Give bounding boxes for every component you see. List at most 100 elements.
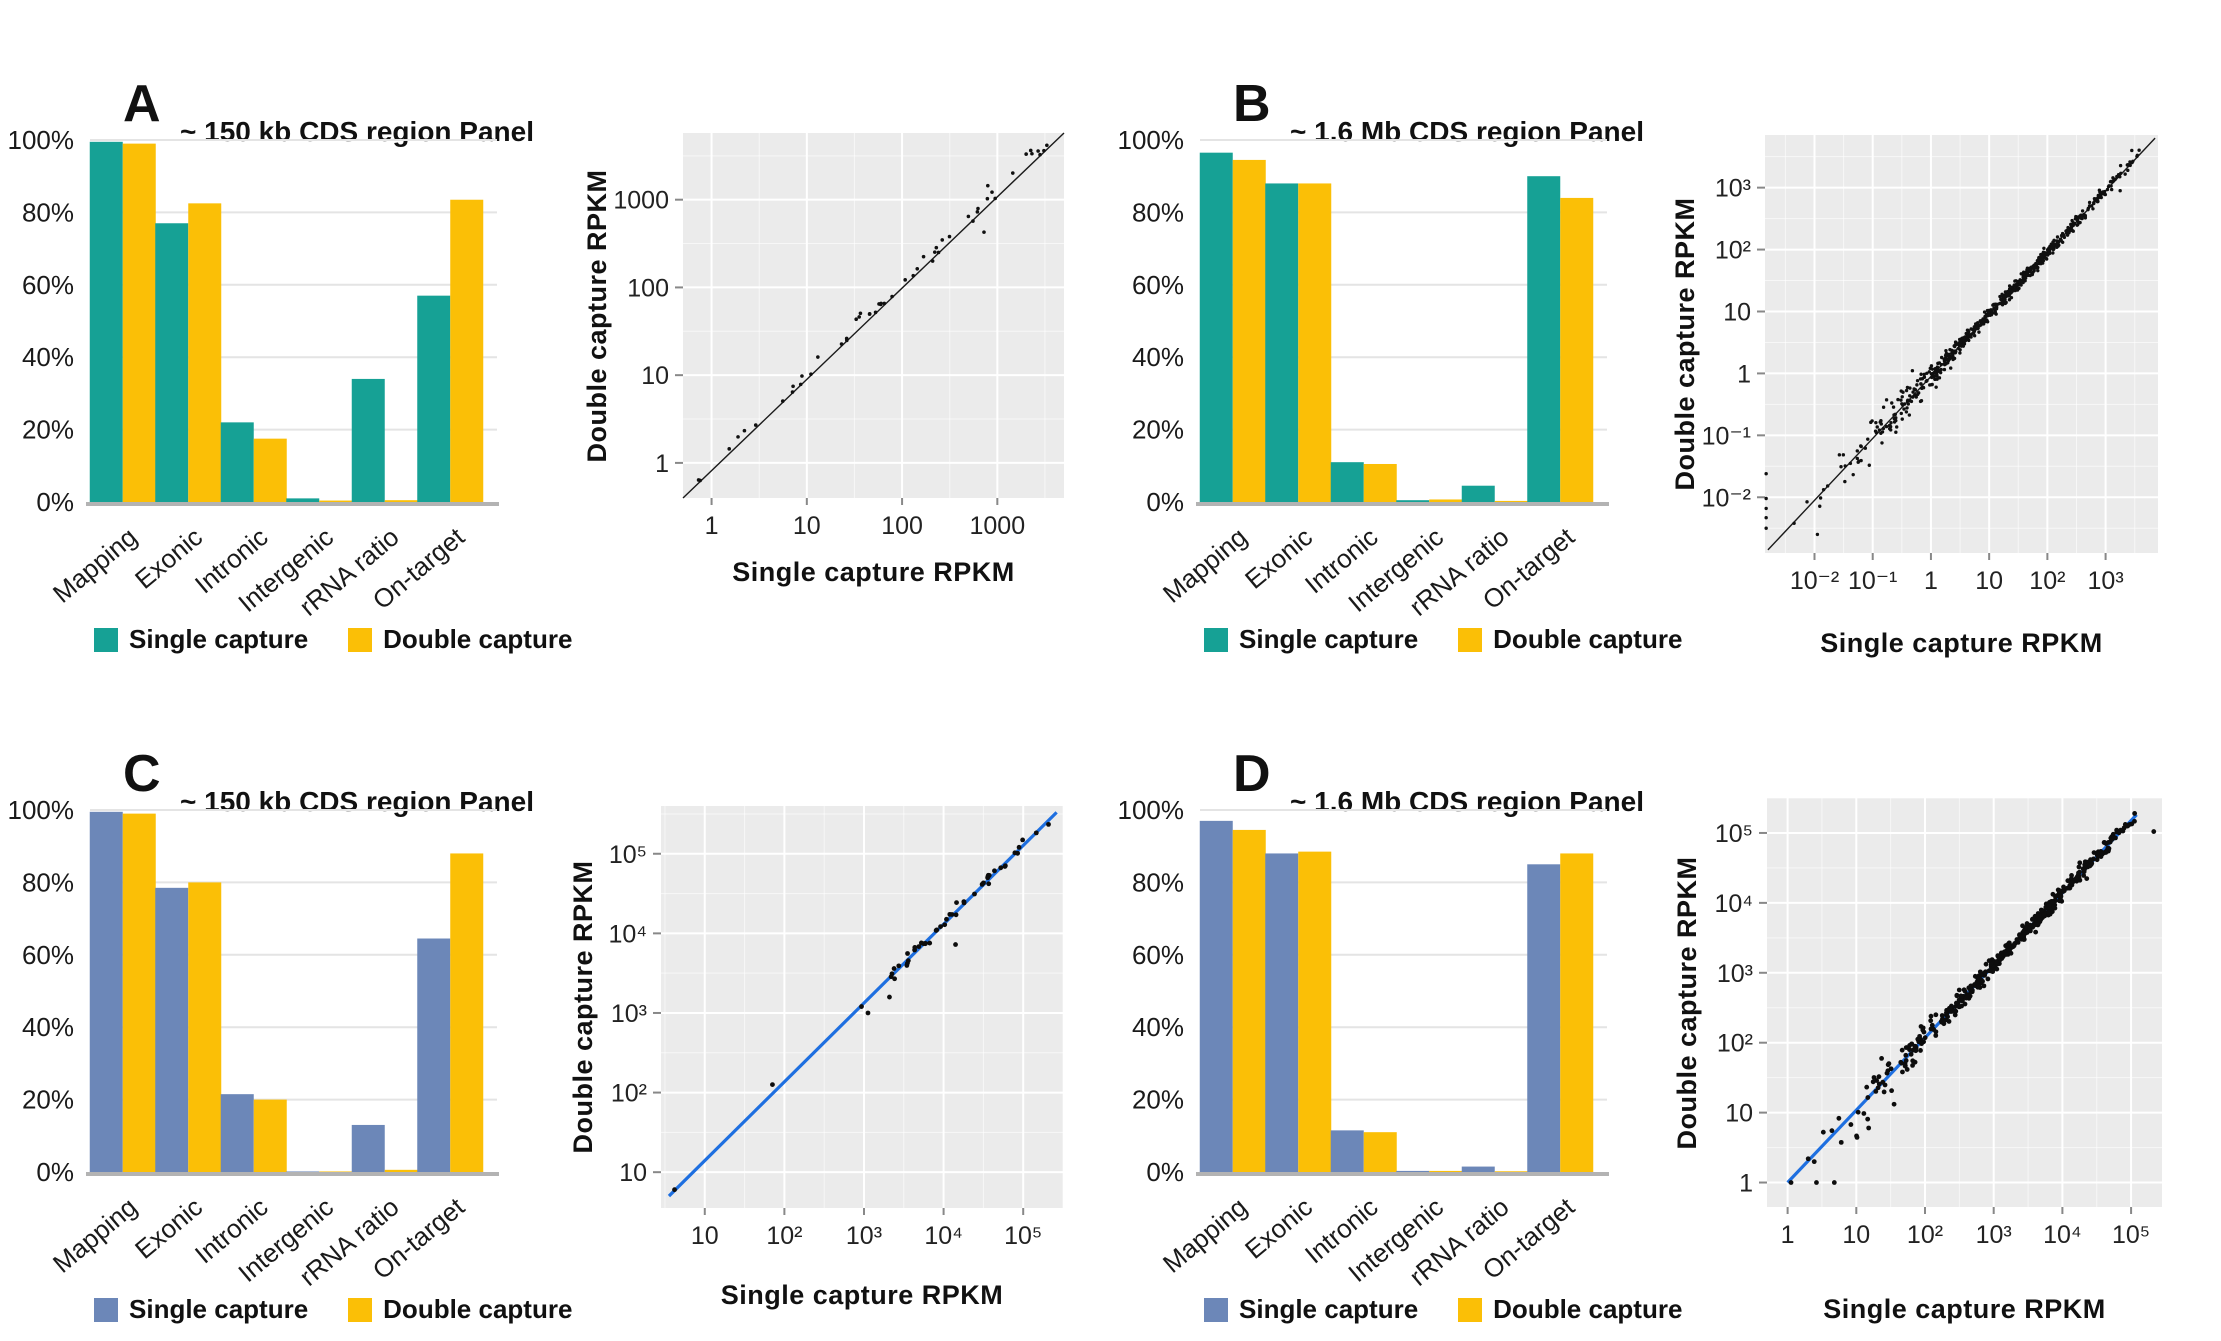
scatter-point bbox=[940, 238, 945, 242]
legend-label: Double capture bbox=[383, 624, 573, 654]
legend-label: Double capture bbox=[383, 1294, 573, 1324]
scatter-point bbox=[1899, 389, 1903, 393]
fit-line bbox=[667, 811, 1058, 1198]
scatter-point bbox=[1917, 1033, 1923, 1039]
scatter-point bbox=[2049, 909, 2055, 915]
scatter-point bbox=[936, 250, 941, 255]
scatter-point bbox=[2132, 811, 2138, 816]
scatter-point bbox=[2032, 922, 2038, 928]
bar-ytick-label: 0% bbox=[1146, 487, 1184, 517]
scatter-point bbox=[1891, 405, 1896, 409]
scatter-xtick-label: 10² bbox=[766, 1222, 802, 1250]
scatter-point bbox=[1874, 420, 1878, 425]
scatter-y-axis-label: Double capture RPKM bbox=[1672, 855, 1702, 1150]
scatter-point bbox=[1764, 516, 1768, 520]
scatter-point bbox=[1954, 993, 1960, 999]
scatter-point bbox=[2125, 163, 2130, 167]
bar-intergenic bbox=[1396, 1170, 1430, 1172]
scatter-point bbox=[1966, 992, 1972, 997]
scatter-point bbox=[1904, 410, 1909, 414]
scatter-point bbox=[1930, 382, 1934, 387]
scatter-point bbox=[2065, 878, 2071, 884]
scatter-point bbox=[982, 230, 986, 234]
scatter-point bbox=[1869, 420, 1873, 425]
scatter-ytick-label: 10² bbox=[611, 1080, 647, 1108]
scatter-xtick-label: 10⁵ bbox=[1004, 1222, 1042, 1250]
scatter-point bbox=[2086, 207, 2090, 212]
scatter-point bbox=[938, 924, 943, 930]
scatter-point bbox=[953, 942, 958, 947]
bar-on-target bbox=[1560, 197, 1594, 503]
scatter-point bbox=[912, 944, 918, 950]
scatter-point bbox=[2106, 184, 2111, 189]
scatter-xtick-label: 1000 bbox=[970, 512, 1026, 540]
scatter-point bbox=[992, 868, 997, 874]
scatter-point bbox=[1962, 1001, 1968, 1007]
scatter-point bbox=[1944, 1007, 1950, 1013]
scatter-xtick-label: 10 bbox=[1842, 1221, 1870, 1249]
scatter-ytick-label: 1 bbox=[1737, 360, 1751, 388]
scatter-point bbox=[1942, 357, 1946, 361]
scatter-point bbox=[2096, 193, 2100, 198]
bar-ytick-label: 60% bbox=[22, 940, 74, 970]
bar-mapping bbox=[1199, 152, 1233, 503]
scatter-point bbox=[1038, 152, 1042, 157]
scatter-point bbox=[2071, 229, 2075, 233]
scatter-point bbox=[1918, 1048, 1923, 1053]
bar-ytick-label: 60% bbox=[1132, 270, 1184, 300]
scatter-point bbox=[891, 966, 897, 971]
scatter-point bbox=[1974, 323, 1978, 327]
scatter-point bbox=[2028, 266, 2032, 270]
bar-ytick-label: 20% bbox=[1132, 415, 1184, 445]
legend-label: Double capture bbox=[1493, 624, 1683, 654]
scatter-point bbox=[2050, 891, 2056, 897]
bar-mapping bbox=[1199, 820, 1233, 1172]
scatter-point bbox=[2021, 937, 2027, 942]
scatter-point bbox=[903, 278, 907, 282]
scatter-point bbox=[1972, 329, 1977, 334]
legend-item-single: Single capture bbox=[1204, 624, 1418, 655]
scatter-point bbox=[2083, 214, 2087, 219]
scatter-point bbox=[2095, 854, 2101, 859]
scatter-ytick-label: 10⁵ bbox=[1715, 820, 1753, 848]
bar-intronic bbox=[253, 438, 287, 502]
scatter-point bbox=[1010, 171, 1015, 175]
scatter-point bbox=[2135, 153, 2140, 158]
scatter-point bbox=[1936, 367, 1940, 371]
scatter-point bbox=[1982, 970, 1988, 976]
scatter-point bbox=[2036, 268, 2040, 273]
scatter-point bbox=[2021, 278, 2025, 283]
scatter-point bbox=[770, 1082, 775, 1088]
scatter-point bbox=[2111, 835, 2117, 841]
bar-rrna-ratio bbox=[351, 1124, 385, 1172]
panel-b: B ~ 1.6 Mb CDS region Panel 0% 20% 40% 60% 8… bbox=[1110, 0, 2220, 670]
scatter-point bbox=[1866, 1125, 1872, 1131]
scatter-point bbox=[2048, 251, 2052, 256]
scatter-point bbox=[2041, 912, 2047, 918]
scatter-point bbox=[1945, 1014, 1950, 1020]
scatter-point bbox=[1891, 1101, 1897, 1107]
scatter-point bbox=[2007, 284, 2012, 288]
legend-label: Double capture bbox=[1493, 1294, 1683, 1324]
bar-intergenic bbox=[319, 1171, 353, 1172]
scatter-point bbox=[698, 478, 702, 483]
bar-ytick-label: 80% bbox=[1132, 197, 1184, 227]
bar-intergenic bbox=[286, 498, 320, 502]
scatter-point bbox=[1855, 456, 1859, 461]
panel-c: C ~ 150 kb CDS region Panel 0% 20% 40% 60% 8… bbox=[0, 670, 1110, 1340]
scatter-point bbox=[2062, 235, 2067, 240]
panel-letter: A bbox=[123, 75, 161, 133]
scatter-point bbox=[1908, 1051, 1914, 1057]
scatter-point bbox=[1915, 392, 1920, 397]
scatter-point bbox=[1949, 366, 1953, 370]
scatter-point bbox=[790, 390, 795, 394]
scatter-point bbox=[1949, 355, 1954, 360]
scatter-point bbox=[927, 940, 933, 946]
panel-title: ~ 1.6 Mb CDS region Panel bbox=[1290, 786, 1644, 817]
scatter-point bbox=[2094, 197, 2099, 201]
scatter-point bbox=[791, 384, 795, 389]
scatter-point bbox=[1939, 1019, 1945, 1025]
scatter-point bbox=[986, 881, 992, 887]
bar-ytick-label: 60% bbox=[1132, 940, 1184, 970]
